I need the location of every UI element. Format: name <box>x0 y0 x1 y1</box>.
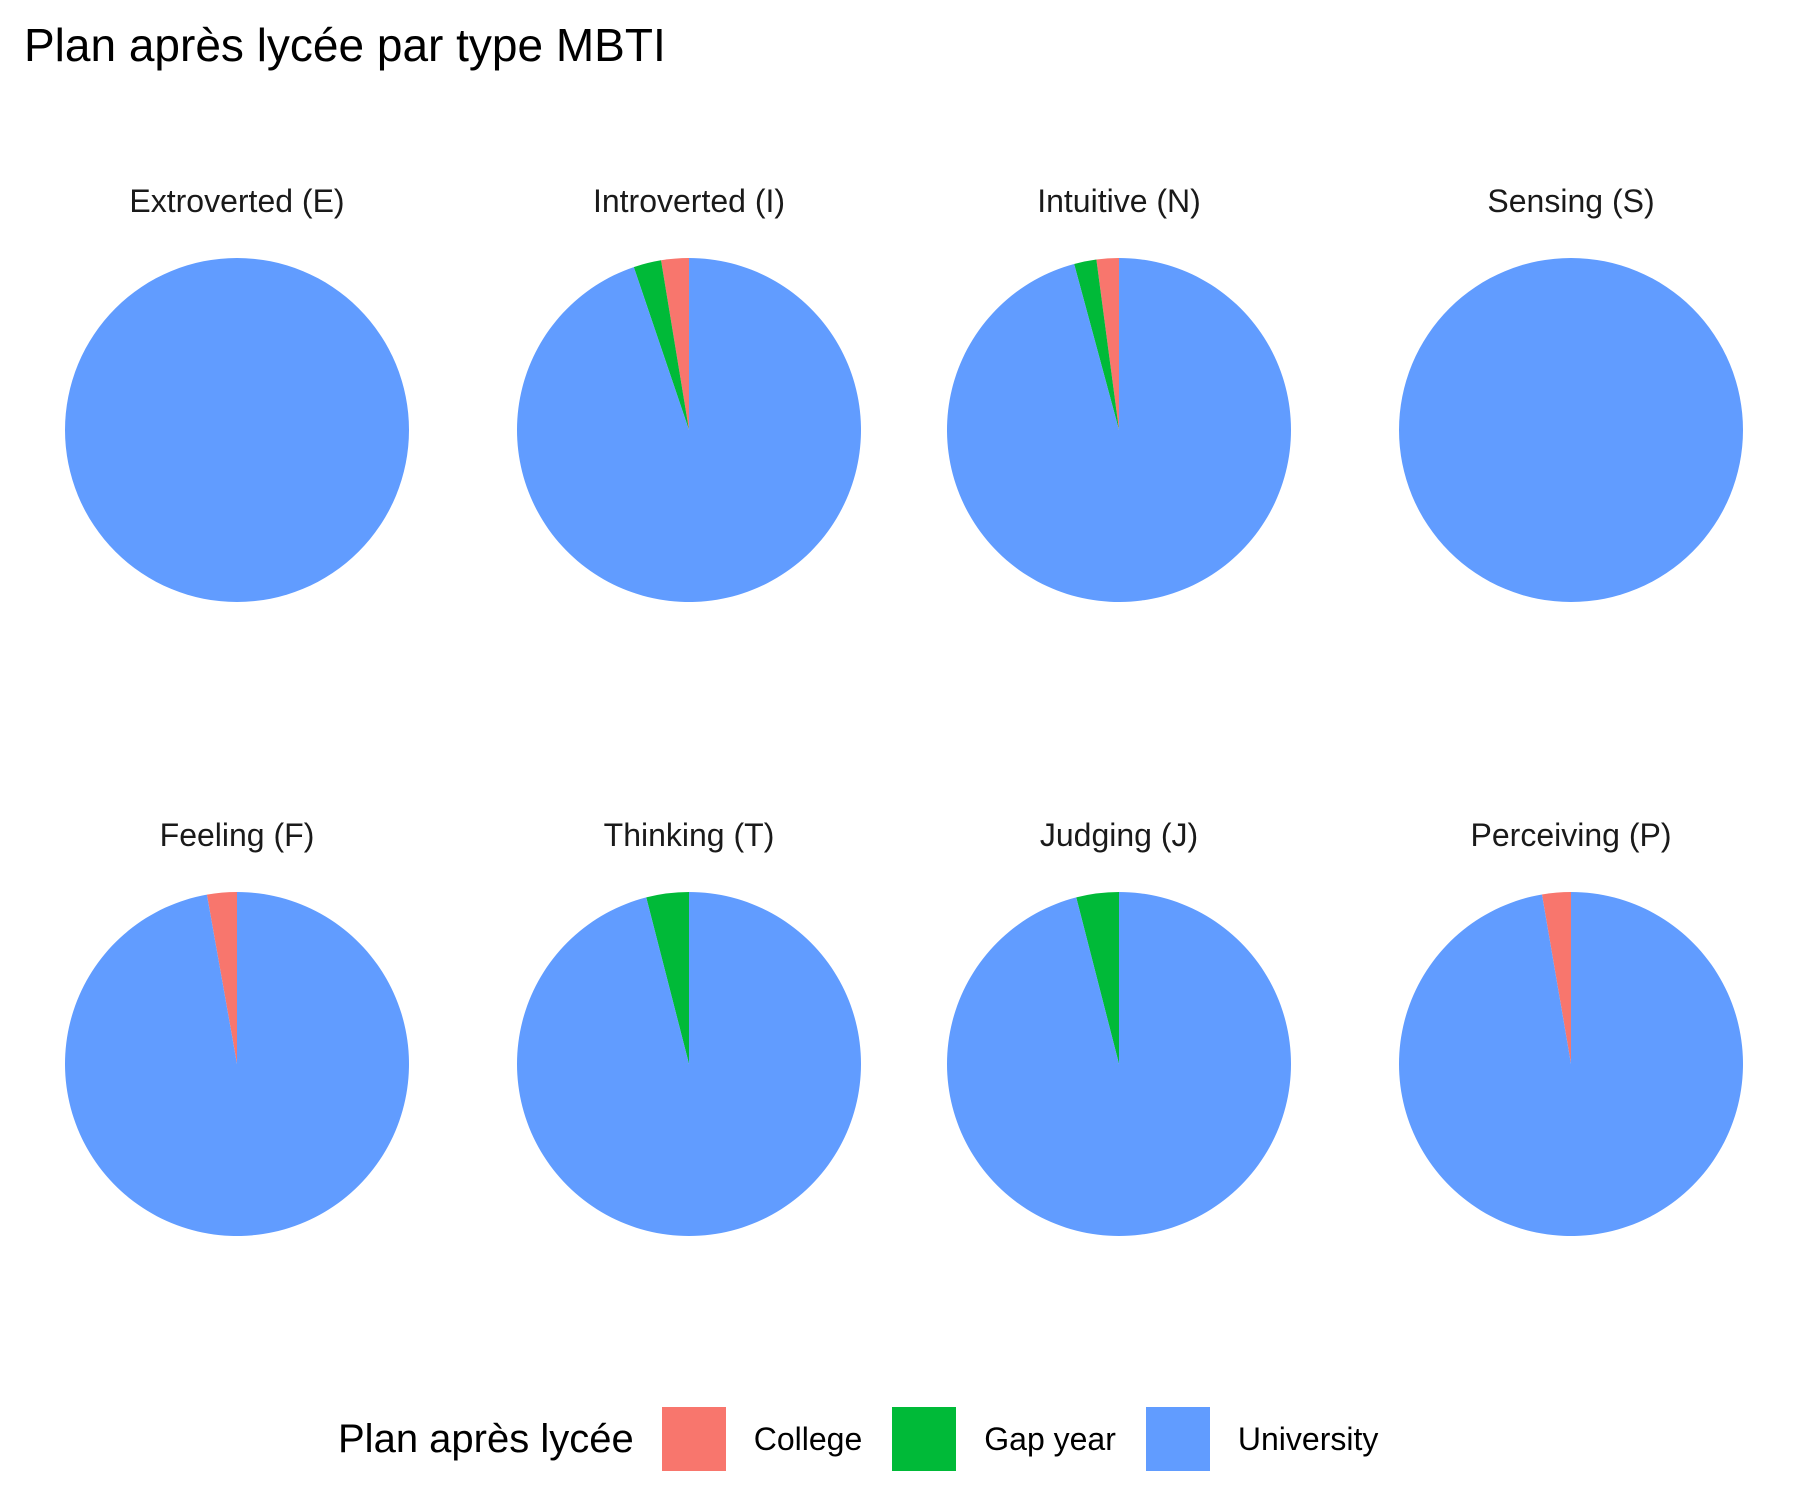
facet-label-sensing-s: Sensing (S) <box>1487 183 1654 219</box>
facet-label-introverted-i: Introverted (I) <box>593 183 785 219</box>
legend-item-gap-year: Gap year <box>892 1407 1116 1471</box>
legend-swatch-gap-year <box>892 1407 957 1471</box>
pie-slice-feeling-f-university <box>64 892 409 1236</box>
pie-slice-intuitive-n-college <box>1096 258 1119 430</box>
facet-label-judging-j: Judging (J) <box>1040 817 1198 853</box>
pie-slice-thinking-t-gap-year <box>646 892 689 1064</box>
pie-slice-extroverted-e-university <box>65 258 409 602</box>
legend-swatch-university <box>1145 1407 1210 1471</box>
legend: Plan après lycée College Gap year Univer… <box>338 1404 1408 1474</box>
pie-slice-thinking-t-university <box>517 892 862 1237</box>
facet-label-feeling-f: Feeling (F) <box>160 817 315 853</box>
pie-slice-perceiving-p-college <box>1541 892 1571 1064</box>
legend-label-university: University <box>1237 1420 1379 1457</box>
pie-slice-introverted-i-college <box>661 258 689 430</box>
pie-slice-introverted-i-university <box>516 258 861 602</box>
legend-item-university: University <box>1145 1407 1379 1471</box>
chart-title: Plan après lycée par type MBTI <box>24 19 666 71</box>
pie-slice-perceiving-p-university <box>1398 892 1743 1237</box>
pie-slice-judging-j-gap-year <box>1076 892 1119 1064</box>
facet-label-intuitive-n: Intuitive (N) <box>1037 183 1201 219</box>
legend-item-college: College <box>661 1407 863 1471</box>
legend-label-gap-year: Gap year <box>984 1420 1116 1457</box>
facet-label-thinking-t: Thinking (T) <box>604 817 775 853</box>
facet-label-extroverted-e: Extroverted (E) <box>129 183 344 219</box>
pie-slice-intuitive-n-gap-year <box>1074 259 1119 430</box>
pie-slice-intuitive-n-university <box>946 258 1291 602</box>
facet-label-perceiving-p: Perceiving (P) <box>1471 817 1672 853</box>
legend-title: Plan après lycée <box>338 1416 634 1461</box>
legend-label-college: College <box>753 1420 863 1457</box>
legend-swatch-college <box>661 1407 726 1471</box>
pie-slice-judging-j-university <box>946 892 1291 1237</box>
pie-slice-introverted-i-gap-year <box>633 260 689 430</box>
pie-slice-sensing-s-university <box>1399 258 1743 602</box>
pie-slice-feeling-f-college <box>206 892 237 1064</box>
